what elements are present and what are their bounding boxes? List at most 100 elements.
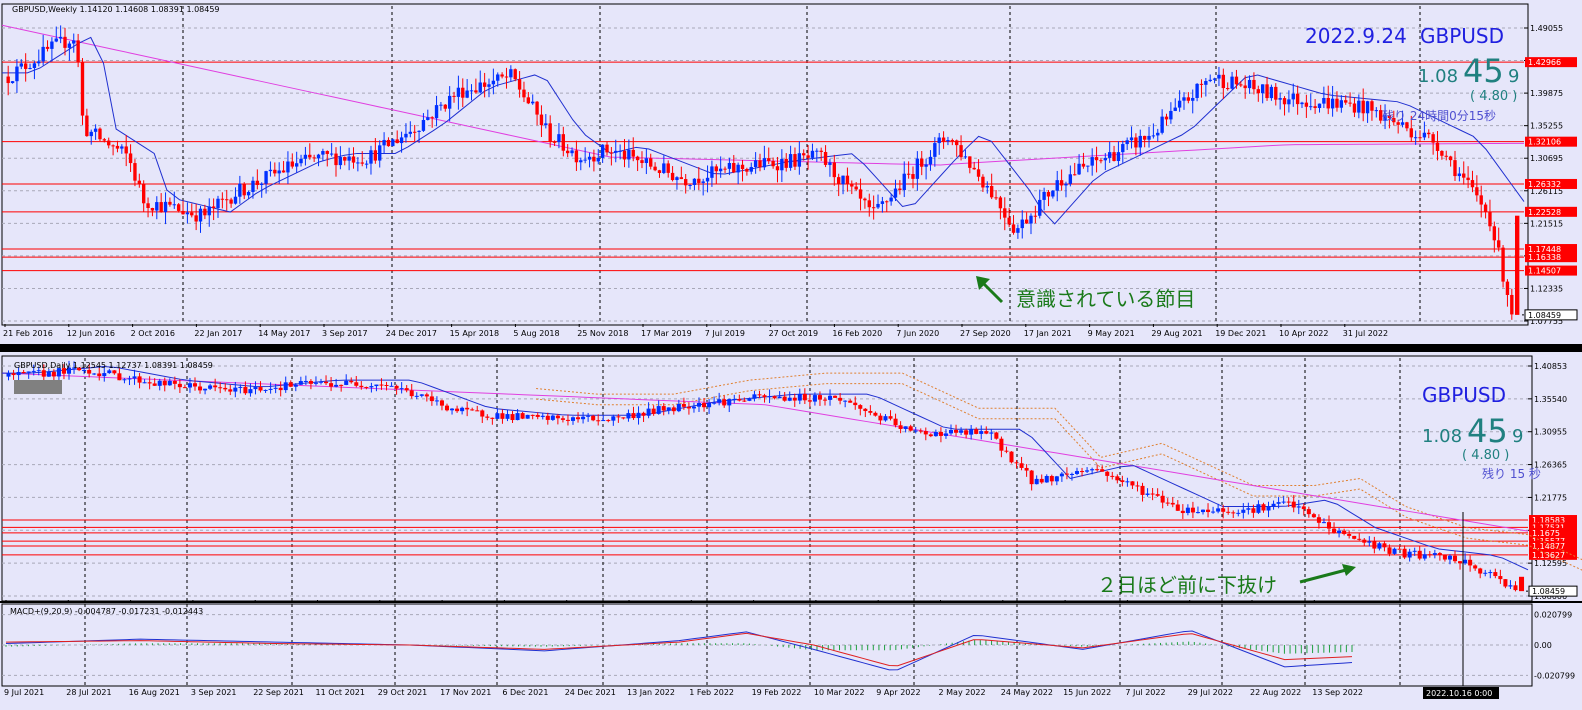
macd-tick-label: -0.020799 <box>1534 671 1575 680</box>
candle-body <box>373 150 378 161</box>
candle-body <box>316 154 321 159</box>
candle-body <box>133 163 137 181</box>
plot-border <box>1 3 1529 326</box>
y-tick-label: 1.26115 <box>1530 187 1563 196</box>
candle-body <box>177 383 182 388</box>
candle-body <box>1453 160 1457 177</box>
level-tag <box>1525 244 1577 255</box>
annotation-text: ２日ほど前に下抜け <box>1097 573 1277 597</box>
candle-body <box>810 150 815 158</box>
candle-body <box>828 395 833 400</box>
candle-body <box>740 164 745 169</box>
cloud-span-a <box>536 372 1582 561</box>
candle-body <box>747 398 752 401</box>
candle-body <box>1348 102 1352 104</box>
candle-body <box>651 408 656 414</box>
candle-body <box>1208 79 1212 82</box>
annotation-text: 意識されている節目 <box>1016 287 1195 311</box>
x-tick-label: 6 Dec 2021 <box>502 688 548 697</box>
candle-body <box>1251 508 1256 513</box>
x-tick-label: 22 Aug 2022 <box>1250 688 1301 697</box>
weekly-chart-panel[interactable]: 1.490551.444551.398751.352551.306951.261… <box>0 0 1582 344</box>
candle-body <box>434 400 439 402</box>
macd-tick-label: 0.020799 <box>1534 611 1572 620</box>
candle-body <box>1409 128 1413 138</box>
candle-body <box>290 161 294 167</box>
candle-body <box>258 387 263 391</box>
candle-body <box>192 383 198 387</box>
candle-body <box>913 430 918 432</box>
candle-body <box>1125 140 1129 145</box>
candle-body <box>93 128 98 132</box>
level-tag <box>1525 57 1577 68</box>
x-tick-label: 17 Jan 2021 <box>1024 329 1072 338</box>
candle-body <box>474 90 478 93</box>
candle-body <box>548 123 552 142</box>
candle-body <box>1246 508 1251 510</box>
candle-body <box>122 379 127 381</box>
candle-body <box>666 407 671 411</box>
candle-body <box>238 386 243 388</box>
daily-chart[interactable]: 1.408531.355401.309551.263651.217751.171… <box>0 352 1582 710</box>
annotation-arrowhead <box>976 276 990 290</box>
x-tick-label: 22 Sep 2021 <box>253 688 304 697</box>
candle-body <box>727 399 732 406</box>
candle-body <box>636 412 641 419</box>
candle-body <box>530 414 535 416</box>
candle-body <box>482 82 487 87</box>
candle-body <box>1475 187 1479 196</box>
last-price-tag <box>1524 309 1578 321</box>
y-tick-label: 1.35540 <box>1534 395 1567 404</box>
candle-body <box>87 369 92 374</box>
candle-body <box>312 157 316 159</box>
info-price-last: 9 <box>1508 66 1519 87</box>
daily-chart-panel[interactable]: 1.408531.355401.309551.263651.217751.171… <box>0 352 1582 710</box>
candle-body <box>1407 551 1412 558</box>
candle-body <box>1510 294 1514 315</box>
candle-body <box>496 74 500 81</box>
weekly-chart[interactable]: 1.490551.444551.398751.352551.306951.261… <box>0 0 1582 344</box>
candle-body <box>1497 240 1501 248</box>
candle-body <box>485 416 490 418</box>
candle-body <box>742 400 747 402</box>
x-tick-label: 24 May 2022 <box>1001 688 1053 697</box>
candle-body <box>1266 506 1271 511</box>
candle-body <box>762 395 767 398</box>
info-symbol: GBPUSD <box>1420 24 1504 48</box>
candle-body <box>1044 475 1049 483</box>
candle-body <box>1206 509 1211 513</box>
candle-body <box>1234 76 1239 85</box>
candle-body <box>1301 506 1306 510</box>
candle-body <box>41 370 46 377</box>
x-tick-label: 9 Apr 2022 <box>876 688 920 697</box>
last-candle-body <box>1519 576 1525 592</box>
candle-body <box>1221 74 1226 89</box>
candle-body <box>1199 83 1204 85</box>
candle-body <box>1457 173 1462 177</box>
candle-body <box>157 380 162 386</box>
y-tick-label: 1.07755 <box>1530 317 1563 326</box>
x-tick-label: 24 Dec 2017 <box>386 329 437 338</box>
candle-body <box>641 412 646 416</box>
candle-body <box>1417 550 1422 559</box>
candle-body <box>854 186 858 190</box>
candle-body <box>1503 579 1508 587</box>
candle-body <box>391 139 395 147</box>
candle-body <box>1392 548 1397 554</box>
candle-body <box>334 153 338 166</box>
candle-body <box>334 384 339 387</box>
candle-body <box>115 145 120 149</box>
candle-body <box>389 385 394 387</box>
candle-body <box>1120 480 1125 483</box>
candle-body <box>263 389 268 391</box>
candle-body <box>1029 470 1034 485</box>
candle-body <box>146 203 150 209</box>
candle-body <box>1009 451 1014 463</box>
level-tag-label: 1.16338 <box>1528 253 1561 262</box>
candle-body <box>1230 76 1234 89</box>
last-candle-body <box>1515 215 1520 315</box>
candle-body <box>168 201 172 205</box>
candle-body <box>1396 122 1400 125</box>
candle-body <box>404 388 409 391</box>
candle-body <box>303 154 308 159</box>
